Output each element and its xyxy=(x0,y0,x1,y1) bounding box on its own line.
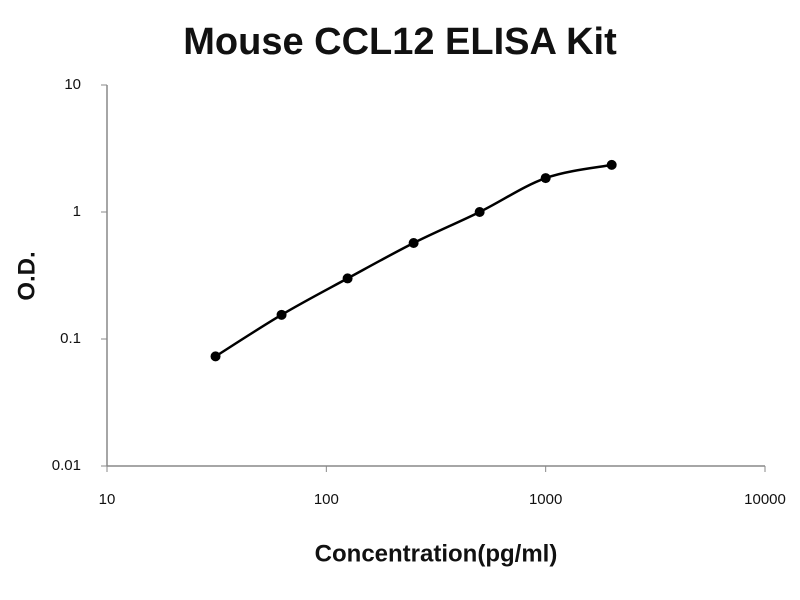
data-point xyxy=(474,207,485,217)
y-axis-label: O.D. xyxy=(13,251,40,300)
x-axis-label: Concentration(pg/ml) xyxy=(315,540,558,567)
x-tick-label: 1000 xyxy=(529,491,562,508)
y-tick-label: 0.01 xyxy=(52,457,81,474)
x-tick-label: 100 xyxy=(314,491,339,508)
x-tick-label: 10000 xyxy=(744,491,786,508)
fit-curve xyxy=(214,163,612,358)
data-point xyxy=(606,159,617,170)
data-point xyxy=(342,273,353,284)
y-tick-label: 0.1 xyxy=(60,330,81,347)
data-point xyxy=(408,238,419,249)
y-tick-label: 1 xyxy=(73,203,81,220)
chart-title: Mouse CCL12 ELISA Kit xyxy=(183,21,617,63)
data-point xyxy=(276,309,287,320)
y-tick-label: 10 xyxy=(64,76,81,93)
data-point xyxy=(540,173,551,184)
data-point xyxy=(210,351,221,362)
x-tick-label: 10 xyxy=(99,491,116,508)
